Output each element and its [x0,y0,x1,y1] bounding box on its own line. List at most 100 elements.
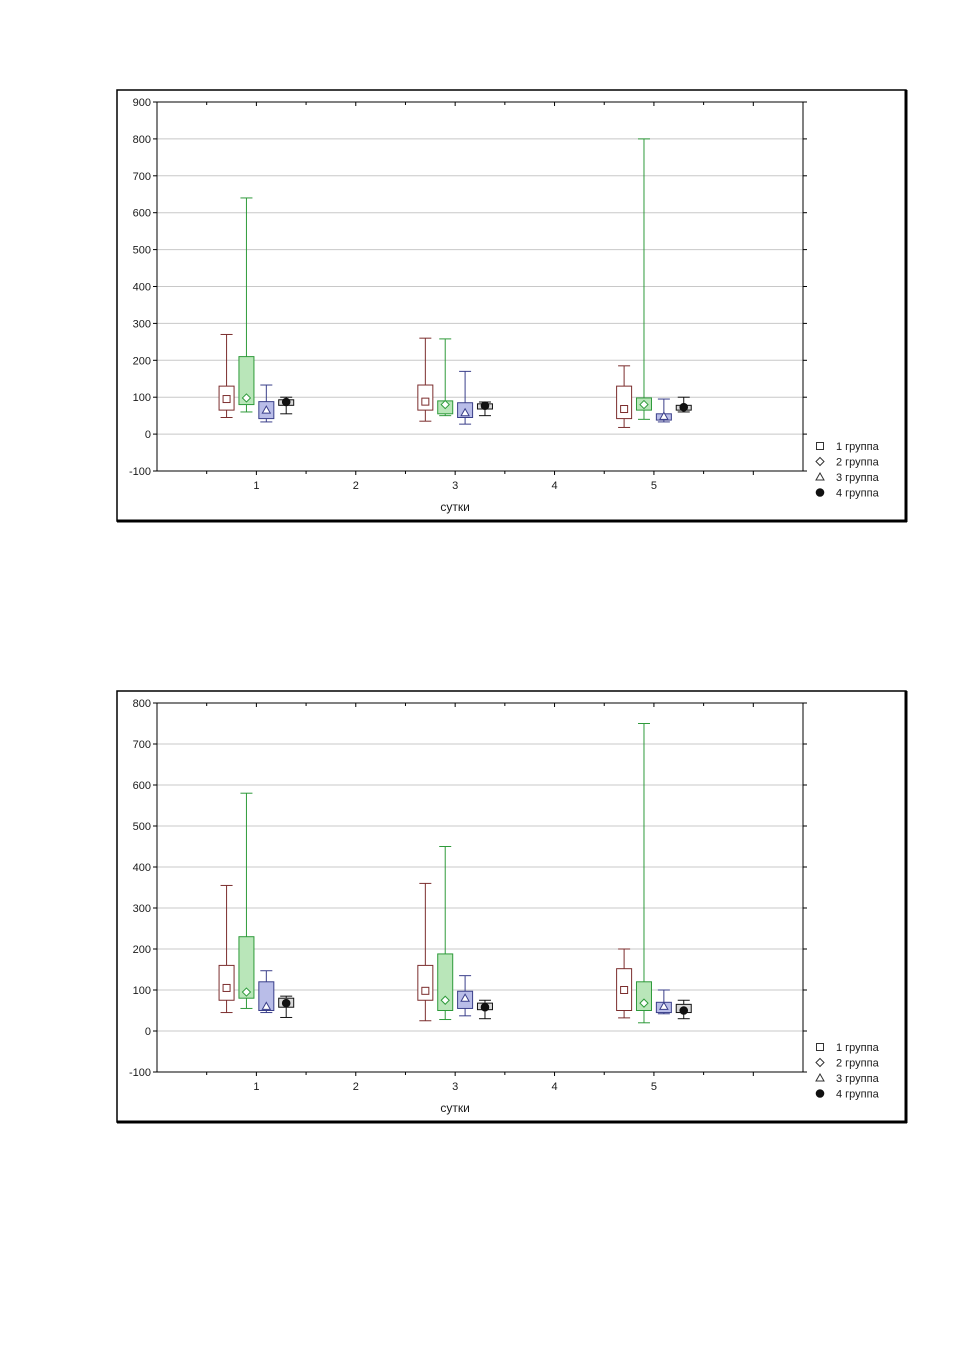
y-tick-label: 0 [145,429,151,441]
x-tick-label: 1 [253,480,259,492]
median-marker [421,397,430,406]
median-marker [658,411,669,420]
legend-triangle-icon [815,1072,825,1082]
legend-square-icon [816,1043,824,1051]
box-1-day-1 [218,884,235,1014]
y-tick-label: 200 [133,944,151,956]
box-1-day-5 [616,365,633,428]
box-2-day-1 [238,197,255,413]
median-marker [460,407,470,417]
legend-item-4: 4 группа [815,488,880,500]
y-tick-label: 300 [133,903,151,915]
median-marker [241,393,252,403]
box-plot-svg-2: 800 700 600 500 400 300 200 100 0 -100 1 2 3 4 5 сутки 1… [116,690,908,1124]
legend-item-1: 1 группа [816,441,880,453]
median-marker [639,998,649,1008]
y-tick-label: 900 [133,97,151,109]
x-tick-label: 3 [452,480,458,492]
y-tick-label: 0 [145,1026,151,1038]
legend-label: 1 группа [836,441,880,453]
x-tick-label: 3 [452,1081,458,1093]
box-4-day-3 [476,999,493,1020]
y-tick-label: -100 [129,1067,151,1079]
box-1-day-3 [417,882,434,1022]
x-axis-label: сутки [440,500,469,514]
x-tick-label: 2 [353,1081,359,1093]
box-body [417,964,434,1001]
legend-label: 2 группа [836,1058,880,1070]
x-axis-label: сутки [440,1101,469,1115]
plot-area [156,101,804,472]
box-body [238,936,255,999]
x-tick-label: 5 [651,480,657,492]
box-3-day-5 [655,989,672,1015]
legend-square-icon [816,442,824,450]
y-tick-label: 600 [133,780,151,792]
x-tick-label: 4 [551,1081,557,1093]
median-marker [460,993,470,1002]
box-plot-svg-1: 900 800 700 600 500 400 300 200 100 0 -100 1 2 3 4 5 сут… [116,89,908,523]
median-marker [480,1002,490,1012]
median-marker [281,397,291,407]
y-tick-label: 500 [133,245,151,257]
legend-diamond-icon [815,456,825,467]
box-3-day-5 [655,398,672,423]
box-2-day-3 [437,338,454,417]
legend-filled-circle-icon [815,1089,825,1098]
box-body [238,356,255,406]
box-plot-chart-2: 800 700 600 500 400 300 200 100 0 -100 1 2 3 4 5 сутки 1… [0,681,953,1141]
legend-item-3: 3 группа [815,471,880,484]
median-marker [281,998,291,1008]
median-marker [679,1006,689,1015]
y-tick-label: 800 [133,698,151,710]
x-tick-label: 5 [651,1081,657,1093]
median-marker [658,1001,669,1010]
box-2-day-1 [238,792,255,1009]
x-tick-label: 1 [253,1081,259,1093]
box-3-day-3 [457,975,474,1017]
median-marker [620,405,629,414]
box-2-day-5 [635,138,652,420]
box-4-day-3 [476,401,493,417]
legend-item-3: 3 группа [815,1072,880,1085]
median-marker [440,399,450,410]
y-tick-label: 500 [133,821,151,833]
box-body [218,964,235,1001]
median-marker [261,1001,272,1010]
plot-area [156,702,804,1073]
legend-item-2: 2 группа [815,456,880,469]
box-body [258,981,275,1011]
y-tick-label: 200 [133,355,151,367]
y-tick-label: -100 [129,466,151,478]
median-marker [261,405,272,414]
box-2-day-3 [437,846,454,1021]
y-tick-label: 600 [133,208,151,220]
median-marker [440,995,450,1005]
box-4-day-1 [278,995,295,1018]
legend-item-4: 4 группа [815,1089,880,1101]
legend-label: 3 группа [836,1073,880,1085]
y-tick-label: 700 [133,171,151,183]
legend-label: 2 группа [836,457,880,469]
legend-diamond-icon [815,1057,825,1068]
median-marker [480,401,490,410]
legend-label: 4 группа [836,1089,880,1101]
y-tick-label: 300 [133,318,151,330]
legend-label: 3 группа [836,472,880,484]
x-tick-label: 2 [353,480,359,492]
median-marker [222,395,231,404]
box-2-day-5 [635,723,652,1024]
box-4-day-5 [675,396,692,413]
box-3-day-3 [457,370,474,425]
median-marker [241,987,252,997]
y-tick-label: 700 [133,739,151,751]
chart-frame [116,89,907,522]
y-tick-label: 100 [133,392,151,404]
legend-item-2: 2 группа [815,1057,880,1070]
box-body [417,384,434,411]
box-3-day-1 [258,970,275,1014]
box-1-day-5 [616,948,633,1019]
median-marker [620,986,629,994]
legend-triangle-icon [815,471,825,481]
legend-label: 1 группа [836,1042,880,1054]
